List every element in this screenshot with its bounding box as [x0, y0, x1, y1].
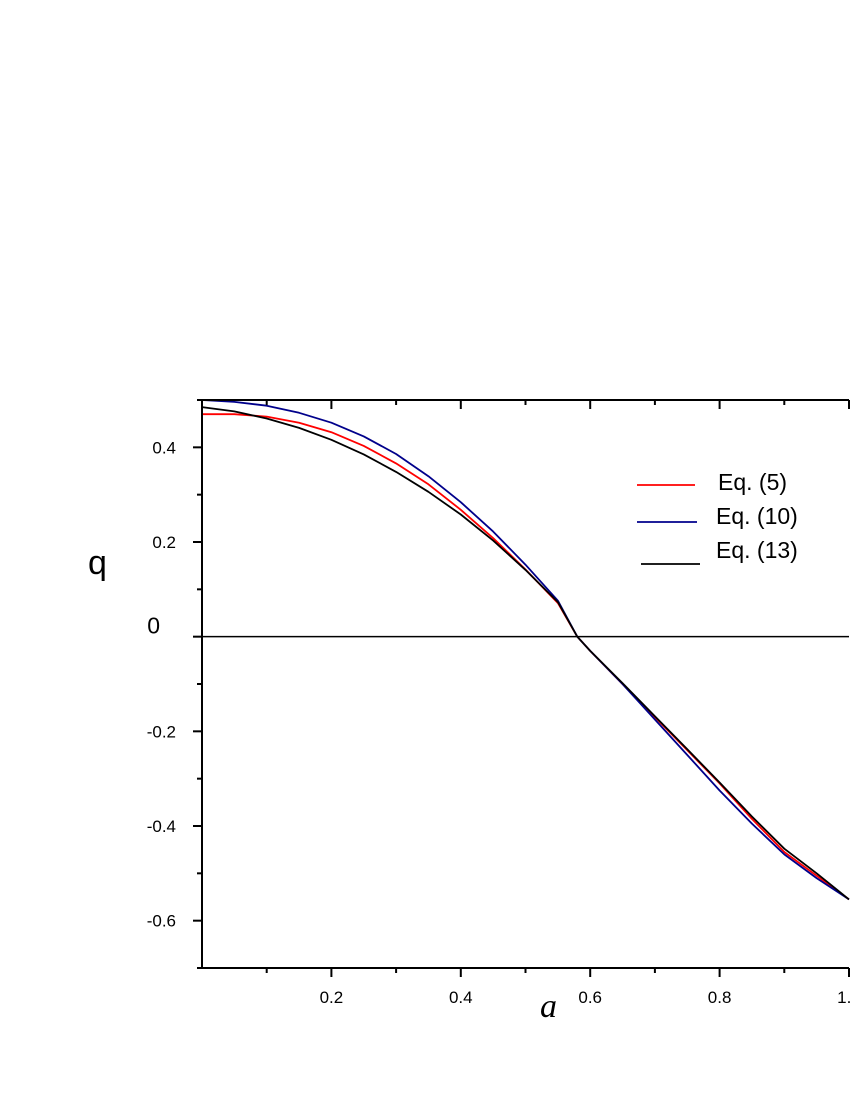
- y-tick-label: 0.4: [152, 438, 176, 457]
- tick-labels: 0.2 0.4 0.6 0.8 1.0 -0.6 -0.4 -0.2 0 0.2 0.4: [147, 438, 850, 1007]
- x-axis-title: a: [540, 988, 557, 1025]
- x-tick-label: 0.6: [578, 988, 602, 1007]
- axis-ticks: [193, 399, 850, 977]
- y-tick-label: 0: [147, 613, 160, 639]
- y-tick-label: -0.6: [147, 912, 176, 931]
- x-tick-label: 0.2: [320, 988, 344, 1007]
- legend: Eq. (5) Eq. (10) Eq. (13): [637, 469, 798, 565]
- series-line-3: [201, 406, 850, 901]
- y-tick-label: 0.2: [152, 533, 176, 552]
- x-tick-label: 1.0: [837, 988, 850, 1007]
- y-tick-label: -0.2: [147, 722, 176, 741]
- x-tick-label: 0.8: [708, 988, 732, 1007]
- series-line-2: [201, 399, 850, 901]
- x-tick-label: 0.4: [449, 988, 473, 1007]
- legend-label-2: Eq. (10): [716, 503, 798, 529]
- legend-label-3: Eq. (13): [716, 537, 798, 563]
- y-tick-label: -0.4: [147, 817, 176, 836]
- legend-label-1: Eq. (5): [718, 469, 787, 495]
- y-axis-title: q: [88, 544, 107, 582]
- series-layer: [201, 399, 850, 901]
